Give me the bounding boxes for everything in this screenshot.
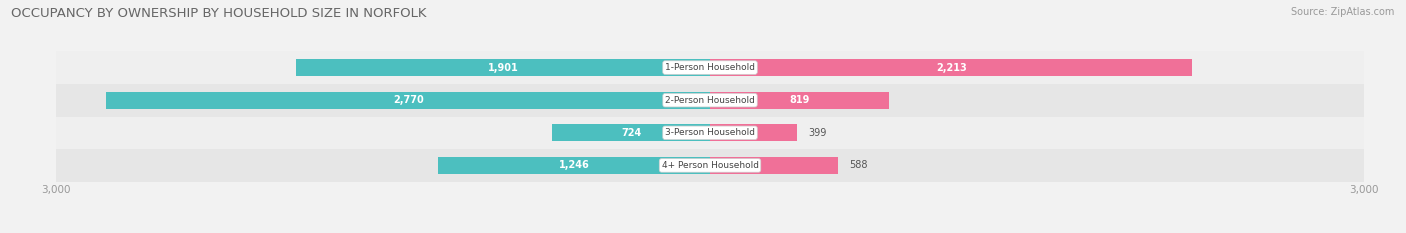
Bar xyxy=(710,124,797,141)
Text: OCCUPANCY BY OWNERSHIP BY HOUSEHOLD SIZE IN NORFOLK: OCCUPANCY BY OWNERSHIP BY HOUSEHOLD SIZE… xyxy=(11,7,427,20)
Bar xyxy=(56,149,1364,182)
Legend: Owner-occupied, Renter-occupied: Owner-occupied, Renter-occupied xyxy=(603,231,817,233)
Bar xyxy=(710,157,838,174)
Bar xyxy=(56,51,1364,84)
Bar xyxy=(56,84,1364,116)
Text: 399: 399 xyxy=(808,128,827,138)
Bar xyxy=(107,92,710,109)
Text: Source: ZipAtlas.com: Source: ZipAtlas.com xyxy=(1291,7,1395,17)
Text: 588: 588 xyxy=(849,161,868,170)
Bar xyxy=(710,92,889,109)
Text: 2,213: 2,213 xyxy=(936,63,966,72)
Text: 3-Person Household: 3-Person Household xyxy=(665,128,755,137)
Bar xyxy=(295,59,710,76)
Text: 1,246: 1,246 xyxy=(558,161,589,170)
Bar xyxy=(553,124,710,141)
Bar xyxy=(439,157,710,174)
Text: 1,901: 1,901 xyxy=(488,63,519,72)
Text: 724: 724 xyxy=(621,128,641,138)
Text: 1-Person Household: 1-Person Household xyxy=(665,63,755,72)
Text: 2,770: 2,770 xyxy=(392,95,423,105)
Text: 4+ Person Household: 4+ Person Household xyxy=(662,161,758,170)
Text: 819: 819 xyxy=(789,95,810,105)
Bar xyxy=(56,116,1364,149)
Text: 2-Person Household: 2-Person Household xyxy=(665,96,755,105)
Bar xyxy=(710,59,1192,76)
